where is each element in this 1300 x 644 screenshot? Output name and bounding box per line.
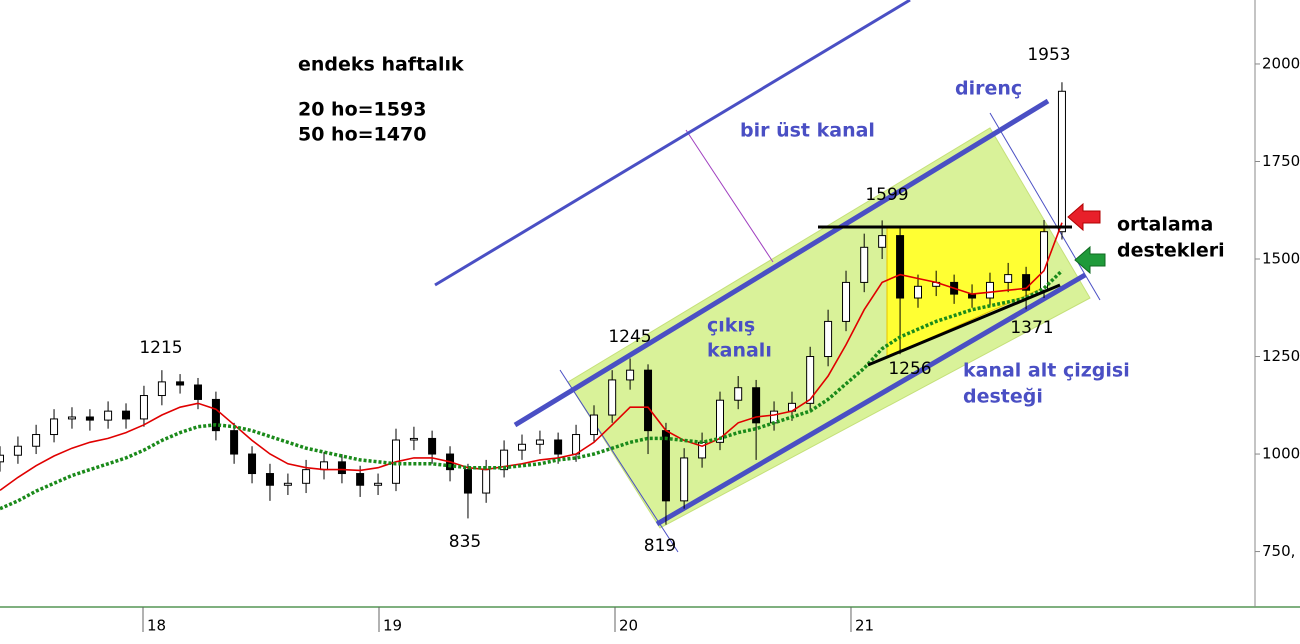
candle-body (824, 320, 833, 358)
candle-body (104, 410, 113, 421)
lower-support-note: desteği (963, 386, 1043, 408)
candle-body (518, 443, 527, 451)
candle-body (1040, 231, 1049, 291)
trough-label: 1371 (1010, 318, 1053, 338)
ma-support-note: destekleri (1117, 240, 1225, 262)
red-arrow (1067, 202, 1101, 232)
trough-label: 819 (644, 536, 676, 556)
candle-body (914, 285, 923, 299)
candle-body (85, 416, 94, 421)
y-tick-label: 1750 (1262, 152, 1300, 170)
y-tick-label: 1000 (1262, 445, 1300, 463)
candle-body (320, 461, 329, 471)
ma-support-note: ortalama (1117, 214, 1213, 236)
ma50-note: 50 ho=1470 (298, 124, 426, 146)
y-tick-label: 2000 (1262, 54, 1300, 72)
channel-bottom-line (655, 272, 1087, 527)
x-tick-label: 21 (855, 617, 874, 635)
candle-body (860, 246, 869, 283)
y-tick-label: 750, (1262, 542, 1295, 560)
candle-body (463, 469, 472, 494)
upper-channel-note: bir üst kanal (740, 120, 875, 142)
candle-body (1004, 274, 1013, 283)
candle-body (752, 387, 761, 424)
candle-body (734, 387, 743, 401)
x-tick-label: 18 (147, 617, 166, 635)
exit-channel-note: çıkış (707, 315, 755, 337)
candle-body (680, 457, 689, 502)
chart-title: endeks haftalık (298, 54, 464, 76)
candle-body (230, 430, 239, 455)
candle-body (1057, 90, 1066, 233)
candle-body (554, 439, 563, 455)
candle-body (589, 414, 598, 436)
annotation-layer: endeks haftalık 20 ho=1593 50 ho=1470 di… (139, 45, 1224, 556)
candle-body (1022, 274, 1031, 291)
candle-body (50, 418, 59, 436)
candle-body (176, 381, 185, 386)
channel-top-line (513, 98, 1050, 428)
moving-average-line (0, 269, 1064, 511)
plot (0, 82, 1066, 525)
candle-body (356, 473, 365, 486)
candle-body (985, 281, 994, 299)
peak-label: 1953 (1027, 45, 1070, 65)
x-tick-label: 19 (383, 617, 402, 635)
candle-body (500, 449, 509, 471)
trough-label: 1256 (888, 359, 931, 379)
candle-body (139, 395, 148, 420)
candle-body (878, 235, 887, 248)
y-tick-label: 1500 (1262, 250, 1300, 268)
candle-body (122, 410, 131, 420)
peak-label: 1599 (865, 185, 908, 205)
resistance-note: direnç (955, 78, 1022, 100)
green-arrow (1074, 245, 1106, 275)
candle-body (428, 437, 437, 455)
x-tick-label: 20 (619, 617, 638, 635)
trough-label: 835 (449, 532, 481, 552)
upper-channel-line (434, 0, 911, 287)
candle-body (248, 453, 257, 475)
candle-body (572, 434, 581, 455)
candle-body (842, 281, 851, 322)
candle-body (806, 356, 815, 404)
candle-body (13, 445, 22, 456)
candle-body (409, 437, 418, 441)
lower-support-note: kanal alt çizgisi (963, 360, 1130, 382)
exit-channel-note: kanalı (707, 340, 772, 362)
candle-body (265, 473, 274, 486)
candle-body (482, 469, 491, 494)
candle-body (626, 369, 635, 381)
candle-body (157, 381, 166, 397)
candle-body (67, 416, 76, 420)
support-line (867, 283, 1061, 367)
candle-body (374, 482, 383, 486)
candle-body (608, 379, 617, 416)
candle-body (283, 482, 292, 486)
candle-body (337, 461, 346, 475)
channel-width-line (685, 129, 774, 263)
candle-body (716, 399, 725, 443)
candle-body (193, 384, 202, 400)
channel-edge (989, 112, 1101, 301)
candle-body (0, 454, 4, 463)
peak-label: 1215 (139, 338, 182, 358)
y-tick-label: 1250 (1262, 347, 1300, 365)
moving-average-line (0, 222, 1063, 491)
candle-body (302, 469, 311, 484)
peak-label: 1245 (608, 327, 651, 347)
candle-body (535, 439, 544, 445)
candle-body (661, 430, 670, 502)
candle-body (896, 235, 905, 299)
ma20-note: 20 ho=1593 (298, 99, 426, 121)
candle-body (644, 369, 653, 432)
candle-body (32, 434, 41, 447)
candle-body (211, 398, 220, 432)
